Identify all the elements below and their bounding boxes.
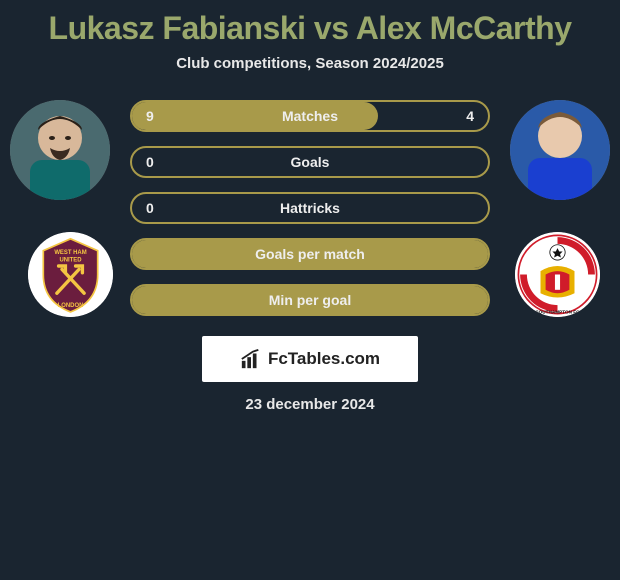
brand-text: FcTables.com [268,349,380,369]
svg-text:SOUTHAMPTON FC: SOUTHAMPTON FC [536,310,581,315]
player-right-avatar-svg [510,100,610,200]
stat-label: Matches [132,102,488,130]
stat-label: Goals [132,148,488,176]
stat-label: Hattricks [132,194,488,222]
club-left-crest: WEST HAM UNITED LONDON [28,232,113,317]
bar-chart-icon [240,348,262,370]
stat-row: 0Goals [130,146,490,178]
player-right-avatar [510,100,610,200]
player-left-avatar [10,100,110,200]
stat-label: Min per goal [132,286,488,314]
club-left-crest-svg: WEST HAM UNITED LONDON [28,232,113,317]
stat-rows: 94Matches 0Goals 0Hattricks Goals per match… [130,100,490,316]
stat-row: 94Matches [130,100,490,132]
stat-row: Min per goal [130,284,490,316]
stat-row: Goals per match [130,238,490,270]
club-right-crest-svg: SOUTHAMPTON FC [515,232,600,317]
brand-badge[interactable]: FcTables.com [202,336,418,382]
svg-text:UNITED: UNITED [59,258,82,264]
stat-row: 0Hattricks [130,192,490,224]
comparison-panel: WEST HAM UNITED LONDON SOUTHAMPTON FC 94… [0,100,620,413]
player-left-avatar-svg [10,100,110,200]
date-text: 23 december 2024 [0,396,620,413]
page-title: Lukasz Fabianski vs Alex McCarthy [0,0,620,47]
subtitle: Club competitions, Season 2024/2025 [0,55,620,72]
stat-label: Goals per match [132,240,488,268]
club-right-crest: SOUTHAMPTON FC [515,232,600,317]
svg-text:LONDON: LONDON [58,303,84,309]
svg-text:WEST HAM: WEST HAM [54,250,86,256]
